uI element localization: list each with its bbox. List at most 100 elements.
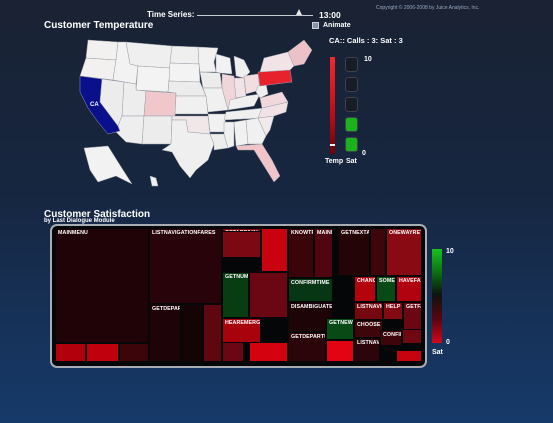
treemap-cell-label: KNOWTRAINS xyxy=(291,230,313,236)
treemap-cell[interactable] xyxy=(249,272,288,318)
state-GA[interactable] xyxy=(245,117,267,145)
treemap-cell[interactable]: HELP xyxy=(383,302,403,320)
time-series-slider-thumb[interactable] xyxy=(296,9,303,15)
state-AR[interactable] xyxy=(207,113,227,133)
state-ND[interactable] xyxy=(169,45,200,65)
treemap-cell[interactable]: HAVEFARE xyxy=(396,276,422,302)
treemap-cell-label: MAINMENU xyxy=(317,230,332,236)
treemap-cell[interactable]: ONEWAYRETURN xyxy=(386,228,422,276)
state-NM[interactable] xyxy=(141,115,173,145)
treemap-cell[interactable]: LISTNAVIGATION xyxy=(354,302,383,320)
treemap-cell-label: HELP xyxy=(386,304,401,310)
state-FL[interactable] xyxy=(235,143,281,183)
treemap-cell-label: MAINMENU xyxy=(58,230,88,236)
state-MS[interactable] xyxy=(223,121,235,149)
time-series-slider[interactable] xyxy=(197,15,313,16)
treemap-cell[interactable]: MAINMENU xyxy=(55,228,149,343)
treemap-cell[interactable] xyxy=(326,340,354,362)
state-IA[interactable] xyxy=(199,71,223,89)
treemap[interactable]: MAINMENU LISTNAVIGATIONFARES GETDEPARTURES… xyxy=(55,228,423,364)
temp-label: Temp xyxy=(325,158,344,165)
state-AZ[interactable] xyxy=(115,115,145,145)
state-KY[interactable] xyxy=(227,93,261,111)
treemap-cell[interactable]: GETARRIVALSTATION xyxy=(222,228,261,232)
treemap-cell[interactable]: CHANGEDATE xyxy=(354,276,376,302)
treemap-cell[interactable]: CONFIRMTIME xyxy=(288,278,333,302)
state-IN[interactable] xyxy=(233,77,247,99)
state-LA[interactable] xyxy=(209,133,229,151)
treemap-cell[interactable]: HEAREMERGENCYMESSAGE xyxy=(222,318,261,343)
treemap-cell-label: GETDEPARTURESTATION xyxy=(152,306,180,312)
treemap-cell[interactable]: GETNEWTIME xyxy=(326,318,354,340)
state-MN[interactable] xyxy=(197,46,219,73)
us-map[interactable]: CA xyxy=(68,36,318,196)
state-MI[interactable] xyxy=(233,55,251,79)
state-KS[interactable] xyxy=(174,95,209,115)
treemap-cell[interactable] xyxy=(261,228,288,272)
treemap-cell[interactable]: CONFIRM xyxy=(380,330,402,346)
state-CO[interactable] xyxy=(143,90,177,117)
treemap-cell[interactable]: DISAMBIGUATE xyxy=(288,302,333,332)
treemap-cell-label: GETNEXTACTION xyxy=(341,230,370,236)
scale-min: 0 xyxy=(362,150,366,157)
scale-max: 10 xyxy=(364,56,372,63)
treemap-cell[interactable]: LISTNAVIGATIONFARES xyxy=(149,228,222,304)
treemap-cell[interactable] xyxy=(55,343,86,362)
treemap-cell[interactable] xyxy=(370,228,386,276)
time-series-label: Time Series: xyxy=(147,10,195,19)
state-VA[interactable] xyxy=(259,91,289,109)
treemap-cell-label: GETFARE xyxy=(406,304,421,310)
state-WY[interactable] xyxy=(135,65,171,93)
state-MO[interactable] xyxy=(202,87,229,113)
treemap-cell-label: CONFIRM xyxy=(383,332,401,338)
state-NE-states[interactable] xyxy=(287,39,313,67)
sat-slots xyxy=(345,57,359,157)
treemap-cell[interactable]: GETDEPARTUREDATE xyxy=(288,332,326,362)
treemap-cell[interactable] xyxy=(222,228,261,258)
treemap-cell[interactable]: CHOOSE xyxy=(354,320,383,338)
state-TX[interactable] xyxy=(161,119,215,179)
state-NY[interactable] xyxy=(259,51,295,73)
treemap-cell-label: LISTNAVI xyxy=(357,340,380,346)
sat-slot xyxy=(345,137,358,152)
treemap-cell[interactable]: GETNEXTACTION xyxy=(338,228,370,276)
treemap-cell-label: GETDEPARTUREDATE xyxy=(291,334,325,340)
treemap-cell-label: HAVEFARE xyxy=(399,278,421,284)
treemap-cell-label: HEAREMERGENCYMESSAGE xyxy=(225,320,261,326)
treemap-cell[interactable]: GETNUMTYPEPASSENGERS xyxy=(222,272,249,318)
satisfaction-subtitle: by Last Dialogue Module xyxy=(44,218,115,224)
treemap-cell[interactable] xyxy=(86,343,119,362)
treemap-cell[interactable] xyxy=(396,350,422,362)
state-MT[interactable] xyxy=(125,41,173,69)
treemap-cell[interactable]: GETFARE xyxy=(403,302,422,330)
sat-slot xyxy=(345,97,358,112)
treemap-cell[interactable] xyxy=(119,343,149,362)
animate-checkbox[interactable] xyxy=(312,22,319,29)
treemap-cell[interactable] xyxy=(181,304,203,362)
state-PA[interactable] xyxy=(257,69,293,87)
state-WI[interactable] xyxy=(215,53,233,75)
sat-label: Sat xyxy=(346,158,357,165)
satisfaction-scale-bar xyxy=(432,249,442,343)
state-AK[interactable] xyxy=(83,145,133,185)
state-WA[interactable] xyxy=(85,39,119,61)
treemap-cell-label: GETARRIVALSTATION xyxy=(225,230,260,231)
treemap-cell[interactable]: SOMETHING xyxy=(376,276,396,302)
treemap-cell[interactable] xyxy=(203,304,222,362)
treemap-cell[interactable]: MAINMENU xyxy=(314,228,333,278)
time-series-time: 13:00 xyxy=(319,10,341,20)
animate-label: Animate xyxy=(323,22,351,29)
treemap-cell[interactable]: GETDEPARTURESTATION xyxy=(149,304,181,362)
treemap-cell-label: CHOOSE xyxy=(357,322,381,328)
satisfaction-scale-max: 10 xyxy=(446,248,454,255)
temp-bar xyxy=(330,57,335,154)
copyright-text: Copyright © 2006-2008 by Juice Analytics… xyxy=(376,5,480,11)
treemap-cell-label: SOMETHING xyxy=(379,278,395,284)
state-AL[interactable] xyxy=(233,119,249,147)
treemap-cell-label: GETNEWTIME xyxy=(329,320,353,326)
treemap-cell[interactable] xyxy=(249,342,288,362)
state-HI[interactable] xyxy=(149,175,159,187)
treemap-cell[interactable]: KNOWTRAINS xyxy=(288,228,314,278)
state-SD[interactable] xyxy=(168,62,201,83)
treemap-cell[interactable]: LISTNAVI xyxy=(354,338,380,362)
